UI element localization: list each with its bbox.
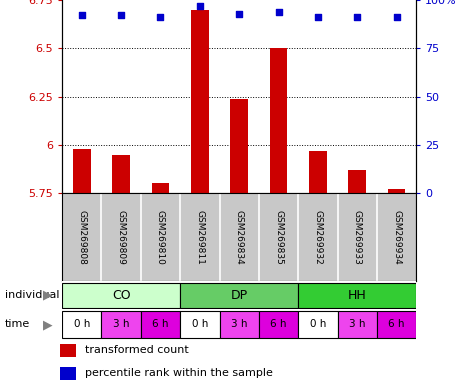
Bar [230, 99, 247, 193]
Bar [258, 311, 297, 338]
Bar [60, 344, 76, 357]
Bar [151, 184, 169, 193]
Bar [140, 311, 180, 338]
Bar [62, 283, 180, 308]
Text: GSM269933: GSM269933 [352, 210, 361, 265]
Point [313, 14, 321, 20]
Text: GSM269934: GSM269934 [391, 210, 400, 265]
Point [392, 14, 399, 20]
Text: 3 h: 3 h [112, 319, 129, 329]
Point [78, 12, 85, 18]
Bar [297, 283, 415, 308]
Bar [308, 151, 326, 193]
Bar [180, 311, 219, 338]
Bar [190, 10, 208, 193]
Text: 0 h: 0 h [309, 319, 325, 329]
Point [235, 10, 242, 17]
Bar [180, 283, 297, 308]
Text: ▶: ▶ [43, 318, 53, 331]
Point [157, 14, 164, 20]
Bar [269, 48, 287, 193]
Bar [297, 311, 337, 338]
Bar [60, 367, 76, 379]
Bar [101, 311, 140, 338]
Bar [62, 311, 101, 338]
Text: GSM269809: GSM269809 [117, 210, 125, 265]
Bar [376, 311, 415, 338]
Bar [219, 311, 258, 338]
Point [274, 8, 282, 15]
Text: 0 h: 0 h [73, 319, 90, 329]
Text: time: time [5, 319, 30, 329]
Text: GSM269808: GSM269808 [77, 210, 86, 265]
Text: 6 h: 6 h [152, 319, 168, 329]
Text: GSM269834: GSM269834 [234, 210, 243, 265]
Text: 3 h: 3 h [348, 319, 365, 329]
Text: ▶: ▶ [43, 289, 53, 302]
Bar [347, 170, 365, 193]
Text: 0 h: 0 h [191, 319, 207, 329]
Text: GSM269811: GSM269811 [195, 210, 204, 265]
Point [353, 14, 360, 20]
Text: percentile rank within the sample: percentile rank within the sample [85, 368, 272, 378]
Text: HH: HH [347, 289, 366, 302]
Text: CO: CO [112, 289, 130, 302]
Point [196, 3, 203, 9]
Text: transformed count: transformed count [85, 346, 189, 356]
Bar [337, 311, 376, 338]
Text: individual: individual [5, 290, 59, 300]
Text: 6 h: 6 h [387, 319, 404, 329]
Text: GSM269835: GSM269835 [274, 210, 282, 265]
Text: 3 h: 3 h [230, 319, 247, 329]
Text: 6 h: 6 h [270, 319, 286, 329]
Text: DP: DP [230, 289, 247, 302]
Bar [387, 189, 404, 193]
Text: GSM269932: GSM269932 [313, 210, 322, 265]
Bar [73, 149, 90, 193]
Point [117, 12, 124, 18]
Bar [112, 154, 130, 193]
Text: GSM269810: GSM269810 [156, 210, 165, 265]
